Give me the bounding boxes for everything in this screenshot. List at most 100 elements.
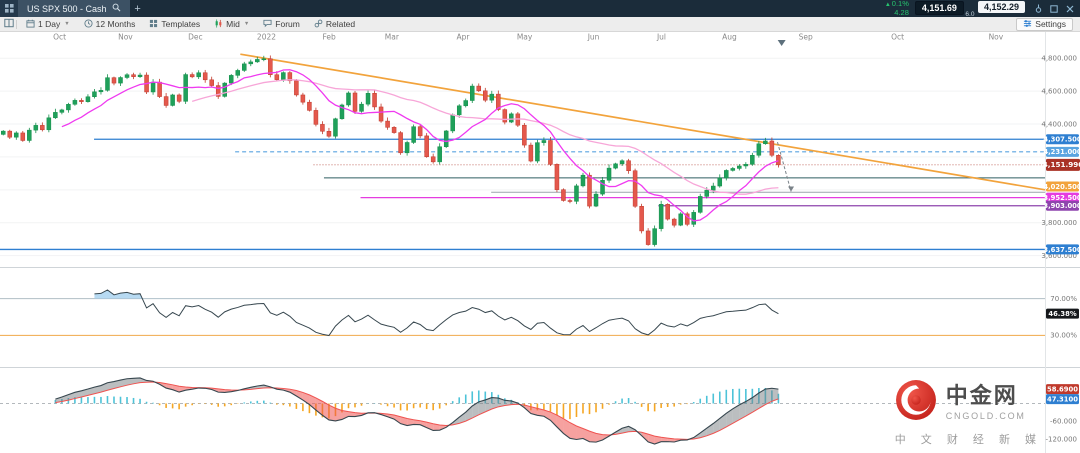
chevron-down-icon: ▼ [243, 21, 250, 27]
axis-tags: 4,307.500 4,231.000 4,151.990 4,020.500 3,95… [1043, 134, 1080, 405]
macd-line [55, 377, 779, 445]
sliders-icon [1023, 19, 1032, 30]
speech-bubble-icon [263, 19, 272, 30]
svg-text:4,307.500: 4,307.500 [1043, 136, 1080, 144]
topbar: US SPX 500 - Cash + ▲0.1% 4.28 4,151.69 … [0, 0, 1080, 18]
candles-layer [1, 55, 781, 247]
svg-text:Nov: Nov [989, 33, 1004, 42]
svg-text:3,952.500: 3,952.500 [1043, 194, 1080, 202]
svg-text:4,231.000: 4,231.000 [1043, 148, 1080, 156]
svg-text:47.3100: 47.3100 [1047, 396, 1078, 404]
sell-price-button[interactable]: 4,151.69 [914, 0, 964, 15]
svg-text:3,637.500: 3,637.500 [1043, 246, 1080, 254]
templates-grid-icon [149, 19, 158, 30]
ma-fast-line [61, 69, 779, 222]
svg-text:58.6900: 58.6900 [1047, 386, 1078, 394]
svg-text:4,400.000: 4,400.000 [1041, 120, 1077, 128]
spread-value: 6.0 [965, 10, 975, 18]
svg-text:May: May [517, 33, 533, 42]
link-icon [314, 19, 323, 30]
gridlines [0, 57, 1045, 257]
macd-fill [55, 377, 779, 445]
buy-price-button[interactable]: 4,152.29 [977, 0, 1025, 13]
price-level-tag [1046, 146, 1079, 157]
range-label: 12 Months [95, 19, 136, 29]
current-date-marker [777, 40, 786, 46]
instrument-tab-label: US SPX 500 - Cash [27, 3, 107, 14]
measure-arrow [776, 142, 792, 192]
svg-text:4,020.500: 4,020.500 [1043, 183, 1080, 191]
range-select[interactable]: 12 Months [77, 17, 143, 31]
related-button[interactable]: Related [307, 17, 362, 31]
moving-averages [61, 69, 779, 222]
clock-icon [84, 18, 93, 30]
svg-text:Sep: Sep [799, 33, 813, 42]
up-triangle-icon: ▲ [884, 1, 891, 8]
change-percent: 0.1% [891, 0, 909, 8]
settings-button[interactable]: Settings [1016, 17, 1073, 31]
svg-text:Oct: Oct [891, 33, 904, 42]
current-price-tag [1046, 158, 1080, 171]
svg-text:4,600.000: 4,600.000 [1041, 87, 1077, 95]
interval-select[interactable]: 1 Day ▼ [19, 17, 77, 31]
quote-panel: 4,151.69 4,152.29 6.0 [914, 0, 1025, 18]
price-change: ▲0.1% 4.28 [885, 0, 909, 17]
toolbar-separator [16, 19, 17, 29]
price-level-tag [1046, 134, 1079, 145]
forum-label: Forum [275, 19, 300, 29]
maximize-icon[interactable] [1049, 4, 1059, 14]
price-level-tag [1046, 192, 1079, 203]
app-menu-button[interactable] [0, 0, 18, 17]
rsi-value-tag [1046, 308, 1079, 319]
svg-text:Jun: Jun [587, 33, 600, 42]
svg-text:3,600.000: 3,600.000 [1041, 252, 1077, 260]
templates-label: Templates [161, 19, 201, 29]
calendar-icon [26, 19, 35, 30]
chart-layout-icon[interactable] [4, 18, 14, 30]
search-icon[interactable] [112, 3, 121, 14]
svg-text:Nov: Nov [118, 33, 133, 42]
svg-text:-60.000: -60.000 [1050, 418, 1077, 426]
macd-signal-line [55, 381, 779, 440]
svg-text:Apr: Apr [456, 33, 470, 42]
macd-signal-tag [1046, 394, 1079, 405]
svg-text:4,151.990: 4,151.990 [1043, 160, 1080, 169]
forum-button[interactable]: Forum [256, 17, 307, 31]
interval-label: 1 Day [38, 19, 61, 29]
close-icon[interactable] [1065, 4, 1075, 14]
rsi-line [94, 289, 779, 337]
svg-text:3,800.000: 3,800.000 [1041, 219, 1077, 227]
templates-button[interactable]: Templates [142, 17, 207, 31]
date-axis: Oct Nov Dec 2022 Feb Mar Apr May Jun Jul Aug Sep Oct… [53, 33, 1004, 46]
svg-text:30.00%: 30.00% [1050, 332, 1077, 340]
descending-trendline [240, 53, 1046, 191]
related-label: Related [325, 19, 356, 29]
svg-text:-120.000: -120.000 [1046, 436, 1077, 444]
price-level-tag [1046, 181, 1079, 192]
svg-text:Feb: Feb [323, 33, 337, 42]
chart-canvas[interactable]: Oct Nov Dec 2022 Feb Mar Apr May Jun Jul Aug Sep Oct… [0, 31, 1080, 453]
svg-text:3,903.000: 3,903.000 [1043, 202, 1080, 210]
chart-toolbar: 1 Day ▼ 12 Months Templates Mid ▼ Forum … [0, 17, 1080, 32]
svg-text:2022: 2022 [257, 33, 276, 42]
price-type-select[interactable]: Mid ▼ [207, 17, 256, 31]
price-level-tag [1046, 244, 1079, 255]
price-level-tag [1046, 200, 1079, 211]
grid-menu-icon [4, 0, 14, 18]
add-tab-button[interactable]: + [134, 2, 141, 15]
svg-text:Jul: Jul [656, 33, 666, 42]
price-type-label: Mid [226, 19, 240, 29]
macd-value-tag [1046, 384, 1079, 395]
svg-text:Dec: Dec [188, 33, 203, 42]
settings-label: Settings [1035, 19, 1066, 29]
drawn-lines[interactable] [0, 53, 1046, 251]
window-controls [1033, 4, 1075, 14]
pin-icon[interactable] [1033, 4, 1043, 14]
svg-text:4,800.000: 4,800.000 [1041, 55, 1077, 63]
svg-text:Oct: Oct [53, 33, 66, 42]
instrument-tab[interactable]: US SPX 500 - Cash [18, 0, 130, 17]
change-absolute: 4.28 [894, 7, 909, 17]
svg-text:70.00%: 70.00% [1050, 295, 1077, 303]
candlestick-icon [214, 18, 223, 30]
svg-text:46.38%: 46.38% [1048, 310, 1076, 318]
